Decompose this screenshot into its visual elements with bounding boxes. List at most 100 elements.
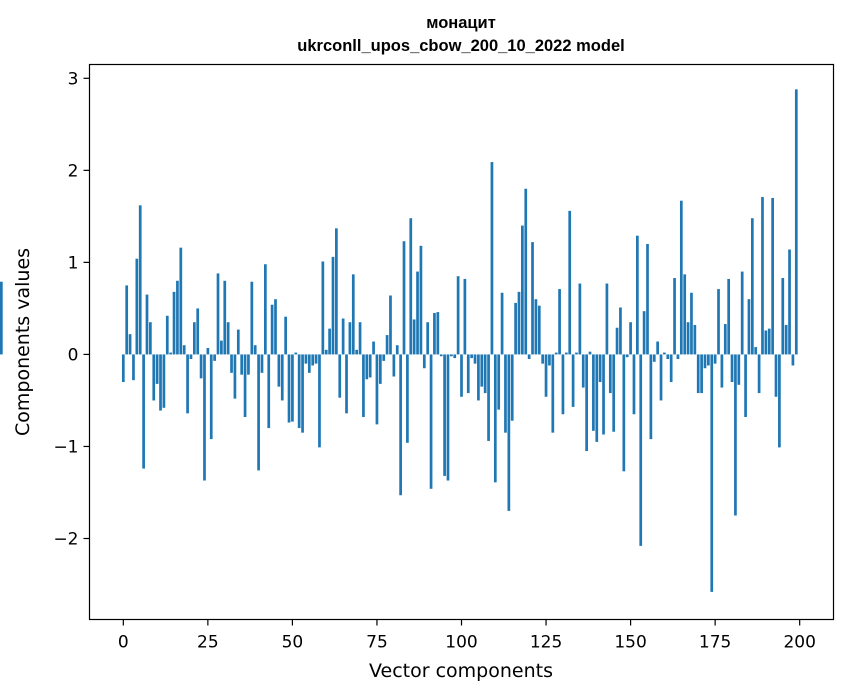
bar <box>426 322 430 355</box>
bar <box>409 218 413 355</box>
bar <box>216 273 220 355</box>
bar <box>757 354 761 394</box>
bar <box>199 354 203 379</box>
bar <box>578 283 582 355</box>
bar <box>145 294 149 355</box>
bar <box>514 302 517 355</box>
y-tick-label: −2 <box>53 530 78 550</box>
bar <box>774 354 778 397</box>
bar <box>220 340 223 355</box>
bar <box>723 324 727 355</box>
bar <box>422 354 426 369</box>
bar <box>172 291 176 355</box>
chart-title-line2: ukrconll_upos_cbow_200_10_2022 model <box>297 37 624 55</box>
bar <box>575 352 578 355</box>
bar <box>676 354 680 360</box>
bar <box>365 354 369 380</box>
bar <box>561 354 565 415</box>
bar <box>335 228 338 355</box>
bar <box>260 354 264 373</box>
bar <box>497 354 501 410</box>
bar <box>179 247 183 355</box>
bar <box>703 354 707 369</box>
bar <box>636 235 639 355</box>
bar <box>619 307 622 355</box>
bar <box>345 354 348 414</box>
bar <box>402 241 406 355</box>
bar <box>771 197 774 355</box>
bar <box>155 354 159 384</box>
bar <box>284 316 287 355</box>
bar <box>257 354 260 471</box>
bar <box>477 354 480 401</box>
bar <box>321 261 325 355</box>
bar <box>250 281 254 355</box>
bar <box>406 354 409 443</box>
bar <box>713 354 717 364</box>
bar <box>605 283 609 355</box>
bar <box>270 304 274 355</box>
x-tick-label: 50 <box>282 633 304 653</box>
bar <box>693 324 697 355</box>
bar <box>297 354 301 429</box>
bar <box>412 319 416 355</box>
bar <box>527 354 531 360</box>
x-tick-label: 150 <box>614 633 646 653</box>
bar <box>750 218 754 355</box>
bar <box>663 352 666 355</box>
bar <box>541 354 545 364</box>
bar <box>581 354 585 388</box>
bar <box>568 210 572 355</box>
bar <box>307 354 311 373</box>
bar <box>277 354 281 387</box>
y-tick-label: 0 <box>68 345 79 365</box>
bar <box>287 354 291 423</box>
y-axis-label: Components values <box>12 248 34 436</box>
bar <box>301 354 304 433</box>
y-tick-label: −1 <box>53 437 78 457</box>
bar <box>378 354 382 384</box>
bar <box>612 354 616 432</box>
bar <box>727 278 731 355</box>
bar <box>585 354 588 452</box>
bar <box>294 352 298 355</box>
x-tick-label: 25 <box>197 633 219 653</box>
bar <box>233 354 237 399</box>
bar <box>389 295 392 355</box>
bar <box>372 341 375 355</box>
bar <box>659 354 663 401</box>
bar <box>473 354 477 364</box>
bar <box>737 354 741 385</box>
bar <box>754 347 758 355</box>
bar <box>595 354 599 442</box>
bar <box>480 354 484 387</box>
bar <box>615 327 619 355</box>
bar <box>165 315 169 355</box>
bar <box>564 352 568 355</box>
bar <box>236 329 240 355</box>
bar <box>142 354 145 469</box>
bar <box>673 278 676 355</box>
bar <box>274 299 277 355</box>
bar <box>135 258 139 355</box>
bar <box>264 264 267 355</box>
bar <box>463 278 467 355</box>
x-tick-label: 75 <box>366 633 388 653</box>
bar <box>483 354 487 394</box>
bar <box>598 354 602 383</box>
bar <box>128 334 132 355</box>
bar <box>318 354 321 448</box>
bar <box>466 354 470 394</box>
bar <box>558 289 561 355</box>
bar <box>669 354 673 383</box>
bar <box>267 354 271 429</box>
bar <box>385 335 389 355</box>
bar <box>504 354 507 433</box>
bar <box>226 322 230 355</box>
bar <box>125 285 129 355</box>
bar <box>734 354 737 516</box>
bar <box>399 354 402 496</box>
bar <box>186 354 189 414</box>
